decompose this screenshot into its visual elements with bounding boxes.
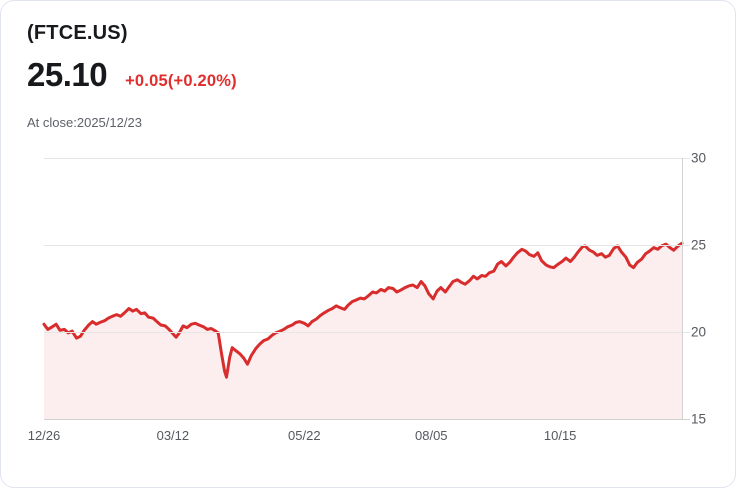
price-row: 25.10 +0.05(+0.20%) [27,57,237,93]
x-axis-line [44,418,690,420]
x-axis-label: 03/12 [156,428,190,443]
stock-symbol: (FTCE.US) [27,22,128,44]
x-axis-label: 08/05 [414,428,448,443]
price-area-fill [44,243,682,419]
y-gridline [44,244,690,246]
y-axis-label: 20 [691,324,707,340]
y-axis-line [682,158,683,419]
x-axis-label: 10/15 [543,428,577,443]
price-line-chart [42,241,684,419]
price-line [42,241,684,379]
y-gridline [44,331,690,333]
last-price: 25.10 [27,56,108,93]
price-change: +0.05(+0.20%) [125,72,237,90]
close-timestamp: At close:2025/12/23 [27,115,142,130]
y-axis-label: 15 [691,411,707,427]
y-axis-label: 30 [691,150,707,166]
x-axis-label: 05/22 [288,428,321,443]
x-axis-label: 12/26 [27,428,61,443]
y-axis-label: 25 [691,237,707,253]
price-chart[interactable] [42,157,690,420]
y-gridline [44,157,690,159]
